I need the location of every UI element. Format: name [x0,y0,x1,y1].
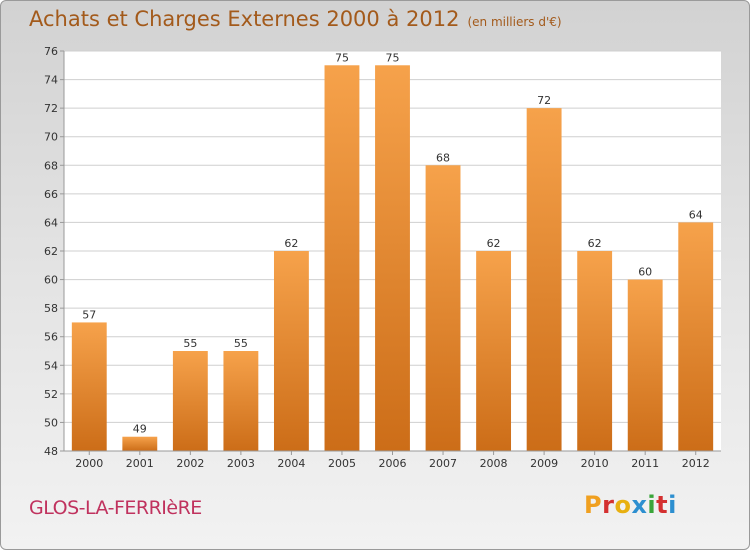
x-tick-label: 2006 [379,457,407,470]
y-tick-label: 60 [44,274,58,287]
bar [375,65,410,452]
bar [273,251,309,451]
data-label: 64 [689,208,703,221]
data-label: 75 [335,51,349,64]
x-tick-label: 2002 [176,457,204,470]
x-tick-label: 2009 [530,457,558,470]
x-tick-label: 2011 [631,457,659,470]
data-label: 62 [588,237,602,250]
x-tick-label: 2004 [277,457,305,470]
commune-name: GLOS-LA-FERRIèRE [29,497,202,519]
data-label: 72 [537,94,551,107]
data-label: 57 [82,308,96,321]
y-tick-label: 62 [44,245,58,258]
y-tick-label: 48 [44,445,58,458]
x-tick-label: 2008 [480,457,508,470]
x-tick-label: 2001 [126,457,154,470]
y-tick-label: 68 [44,159,58,172]
logo-letter: i [668,491,677,519]
data-label: 62 [284,237,298,250]
x-tick-label: 2000 [75,457,103,470]
data-label: 75 [386,51,400,64]
bar [172,351,208,451]
y-tick-label: 70 [44,131,58,144]
y-tick-label: 54 [44,359,58,372]
x-tick-label: 2012 [682,457,710,470]
y-tick-label: 64 [44,216,58,229]
data-label: 55 [234,337,248,350]
data-label: 68 [436,151,450,164]
y-axis-ticks: 48 50 52 54 56 58 60 62 64 66 68 70 72 74 76 [44,45,64,458]
x-tick-label: 2005 [328,457,356,470]
bar [526,108,562,452]
x-tick-label: 2003 [227,457,255,470]
y-tick-label: 50 [44,416,58,429]
data-labels: 57 49 55 55 62 75 75 68 62 72 62 60 64 [82,51,702,435]
logo-letter: x [631,491,648,519]
x-tick-label: 2010 [581,457,609,470]
logo-letter: i [647,491,657,519]
chart-title: Achats et Charges Externes 2000 à 2012 [29,7,460,31]
data-label: 60 [638,266,652,279]
x-tick-label: 2007 [429,457,457,470]
y-tick-label: 74 [44,74,58,87]
chart-subtitle: (en milliers d'€) [467,15,562,29]
bar [122,436,158,451]
y-tick-label: 52 [44,388,58,401]
data-label: 49 [133,423,147,436]
proxiti-logo: Proxiti [584,491,677,519]
bar [476,251,512,451]
bar [678,222,714,451]
bar [223,351,259,451]
bar [324,65,360,452]
bar [425,165,461,452]
bars [71,65,714,452]
bar [71,322,107,451]
logo-letter: r [602,491,615,519]
y-tick-label: 72 [44,102,58,115]
title-row: Achats et Charges Externes 2000 à 2012 (e… [29,7,562,31]
data-label: 55 [183,337,197,350]
logo-letter: t [656,491,669,519]
logo-letter: P [584,491,603,519]
y-tick-label: 56 [44,331,58,344]
y-tick-label: 76 [44,45,58,58]
logo-letter: o [614,491,632,519]
data-label: 62 [487,237,501,250]
x-axis-ticks: 2000 2001 2002 2003 2004 2005 2006 2007 2008 2009… [75,451,710,470]
bar [577,251,613,451]
y-tick-label: 58 [44,302,58,315]
y-tick-label: 66 [44,188,58,201]
bar [627,279,663,451]
